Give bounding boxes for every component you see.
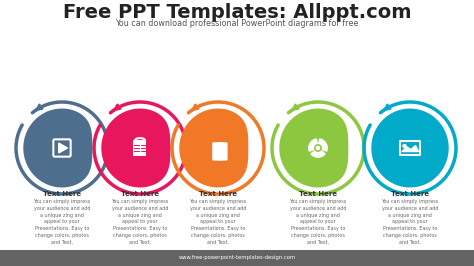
Text: You can simply impress
your audience and add
a unique zing and
appeal to your
Pr: You can simply impress your audience and… xyxy=(289,199,346,245)
Text: www.free-powerpoint-templates-design.com: www.free-powerpoint-templates-design.com xyxy=(178,256,296,260)
Circle shape xyxy=(316,146,320,150)
FancyBboxPatch shape xyxy=(133,140,140,156)
Circle shape xyxy=(402,144,407,148)
Polygon shape xyxy=(309,139,317,151)
Polygon shape xyxy=(402,146,419,152)
Text: Text Here: Text Here xyxy=(299,191,337,197)
Text: You can download professional PowerPoint diagrams for free: You can download professional PowerPoint… xyxy=(115,19,359,28)
Polygon shape xyxy=(24,109,91,187)
FancyBboxPatch shape xyxy=(218,142,228,152)
Circle shape xyxy=(316,146,320,150)
Text: You can simply impress
your audience and add
a unique zing and
appeal to your
Pr: You can simply impress your audience and… xyxy=(33,199,91,245)
Polygon shape xyxy=(180,109,247,187)
Text: You can simply impress
your audience and add
a unique zing and
appeal to your
Pr: You can simply impress your audience and… xyxy=(190,199,246,245)
Text: Text Here: Text Here xyxy=(43,191,81,197)
Polygon shape xyxy=(319,139,327,151)
FancyBboxPatch shape xyxy=(212,142,222,152)
Polygon shape xyxy=(311,151,325,157)
Polygon shape xyxy=(102,109,170,187)
FancyBboxPatch shape xyxy=(212,151,222,161)
Text: You can simply impress
your audience and add
a unique zing and
appeal to your
Pr: You can simply impress your audience and… xyxy=(111,199,169,245)
Polygon shape xyxy=(280,109,347,187)
Bar xyxy=(0,250,474,266)
Text: You can simply impress
your audience and add
a unique zing and
appeal to your
Pr: You can simply impress your audience and… xyxy=(382,199,438,245)
Polygon shape xyxy=(59,143,67,153)
Text: Text Here: Text Here xyxy=(391,191,429,197)
Text: Text Here: Text Here xyxy=(199,191,237,197)
Text: Text Here: Text Here xyxy=(121,191,159,197)
FancyBboxPatch shape xyxy=(218,151,228,161)
FancyBboxPatch shape xyxy=(140,140,146,156)
Circle shape xyxy=(314,144,322,152)
Text: Free PPT Templates: Allppt.com: Free PPT Templates: Allppt.com xyxy=(63,3,411,23)
Polygon shape xyxy=(372,109,448,187)
